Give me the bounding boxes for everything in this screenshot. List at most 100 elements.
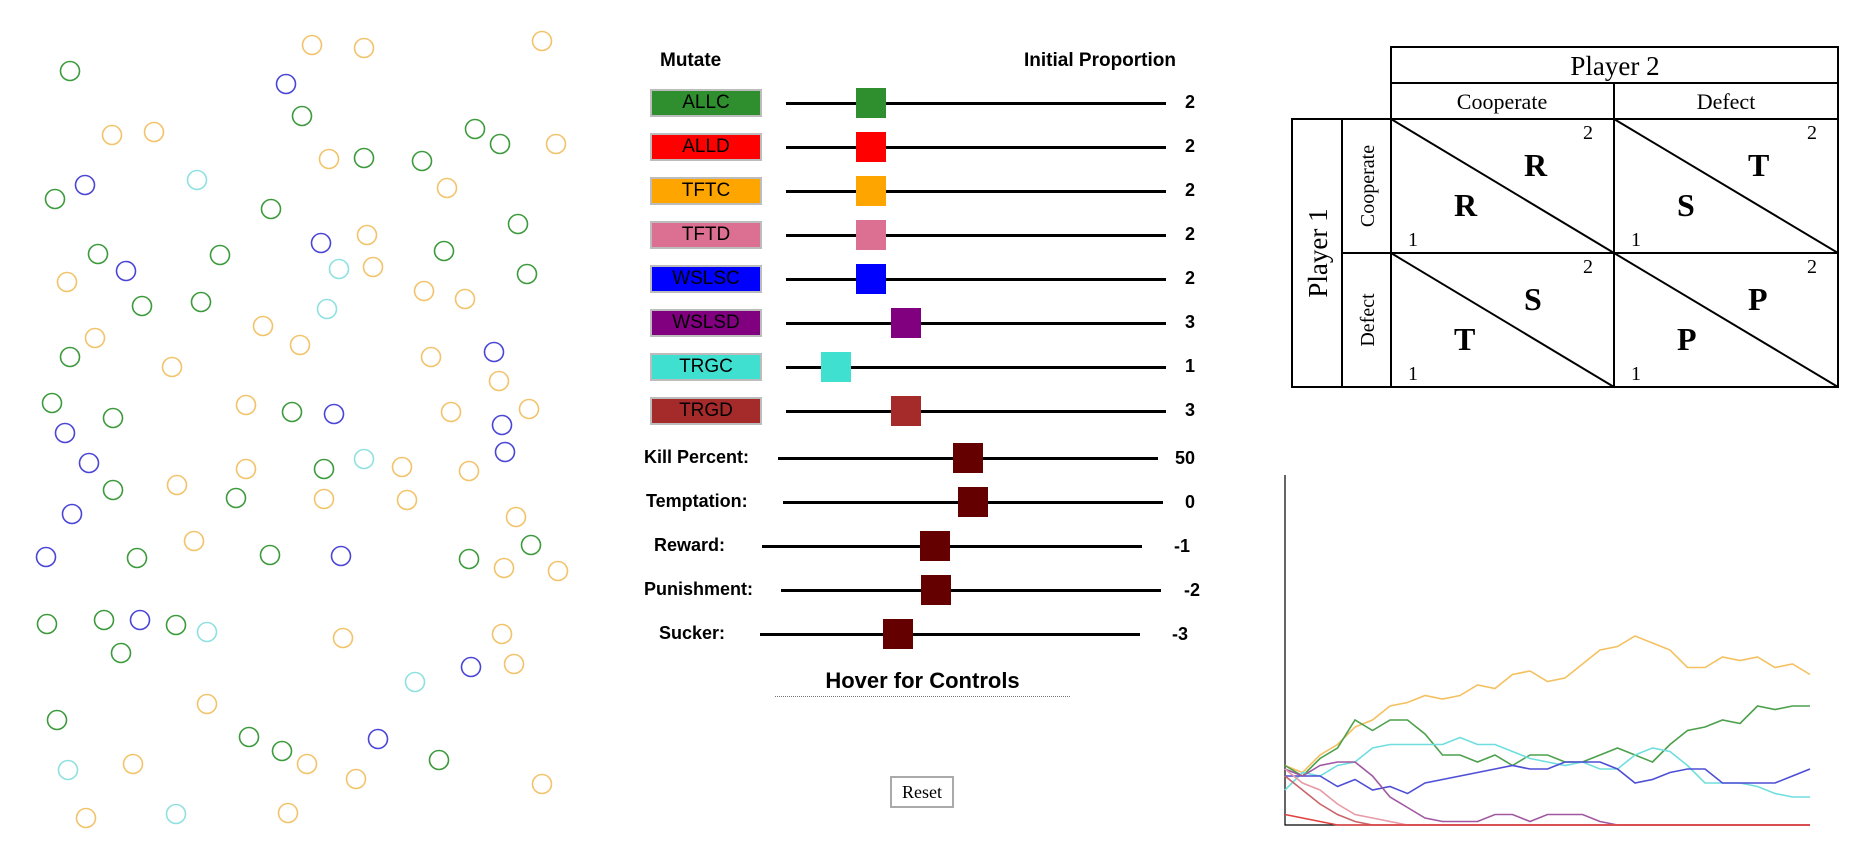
proportion-value-wslsc: 2 (1185, 268, 1196, 288)
mutate-button-tftc[interactable]: TFTC (650, 177, 762, 205)
mutate-button-allc[interactable]: ALLC (650, 89, 762, 117)
agent-circle (483, 341, 505, 363)
agent-circle (531, 773, 553, 795)
param-label-reward: Reward: (654, 535, 726, 555)
param-slider-track-punishment[interactable] (781, 589, 1161, 592)
player2-label: Player 2 (1570, 51, 1659, 81)
param-slider-track-sucker[interactable] (760, 633, 1140, 636)
agent-circle (353, 37, 375, 59)
param-value-punishment: -2 (1184, 580, 1201, 600)
mutate-button-alld[interactable]: ALLD (650, 133, 762, 161)
agent-circle (277, 802, 299, 824)
proportion-slider-track-allc[interactable] (786, 102, 1166, 105)
proportion-slider-track-alld[interactable] (786, 146, 1166, 149)
param-label-punishment: Punishment: (644, 579, 754, 599)
agent-circle (129, 609, 151, 631)
agent-circle (345, 768, 367, 790)
reset-button[interactable]: Reset (890, 776, 954, 808)
agent-circle (101, 124, 123, 146)
dc-p2-payoff: S (1524, 281, 1542, 317)
proportion-slider-track-wslsc[interactable] (786, 278, 1166, 281)
agent-circle (330, 545, 352, 567)
param-slider-thumb-temptation[interactable] (958, 487, 988, 517)
param-label-kill: Kill Percent: (644, 447, 750, 467)
chart-axes (1284, 475, 1810, 826)
cc-p2-payoff: R (1524, 147, 1548, 183)
series-line-alld (1284, 813, 1810, 826)
agent-circle (87, 243, 109, 265)
param-slider-thumb-kill[interactable] (953, 443, 983, 473)
param-slider-thumb-sucker[interactable] (882, 619, 913, 649)
diag-cd (1613, 118, 1839, 254)
agent-circle (56, 271, 78, 293)
agent-circle (238, 726, 260, 748)
proportion-slider-track-tftc[interactable] (786, 190, 1166, 193)
agent-circle (296, 753, 318, 775)
agent-circle (209, 244, 231, 266)
agent-circle (505, 506, 527, 528)
diag-dd (1613, 252, 1839, 388)
proportion-slider-track-tftd[interactable] (786, 234, 1166, 237)
proportion-slider-thumb-tftc[interactable] (856, 176, 886, 206)
agent-circle (46, 709, 68, 731)
param-value-temptation: 0 (1185, 492, 1196, 512)
proportion-slider-thumb-alld[interactable] (856, 132, 886, 162)
agent-circle (131, 295, 153, 317)
param-label-sucker: Sucker: (659, 623, 726, 643)
proportion-slider-thumb-wslsd[interactable] (891, 308, 921, 338)
agent-circle (428, 749, 450, 771)
proportion-slider-thumb-trgc[interactable] (821, 352, 851, 382)
cd-corner-2: 2 (1807, 122, 1817, 144)
dd-p2-payoff: P (1748, 281, 1768, 317)
agent-circle (520, 534, 542, 556)
agent-circle (59, 346, 81, 368)
proportion-slider-thumb-wslsc[interactable] (856, 264, 886, 294)
mutate-button-tftd[interactable]: TFTD (650, 221, 762, 249)
param-value-sucker: -3 (1172, 624, 1189, 644)
agent-circle (464, 118, 486, 140)
agent-circle (420, 346, 442, 368)
agent-circle (115, 260, 137, 282)
agent-circle (126, 547, 148, 569)
proportion-value-alld: 2 (1185, 136, 1196, 156)
agent-circle (102, 479, 124, 501)
mutate-button-trgd[interactable]: TRGD (650, 397, 762, 425)
mutate-header: Mutate (660, 50, 722, 71)
agent-circle (291, 105, 313, 127)
population-history-chart (1284, 475, 1811, 826)
proportion-slider-track-trgd[interactable] (786, 410, 1166, 413)
agent-circle (411, 150, 433, 172)
cc-corner-1: 1 (1408, 229, 1418, 251)
agent-circle (196, 693, 218, 715)
proportion-slider-track-wslsd[interactable] (786, 322, 1166, 325)
param-slider-track-reward[interactable] (762, 545, 1142, 548)
agent-circle (271, 740, 293, 762)
agent-circle (281, 401, 303, 423)
col-label-defect: Defect (1697, 89, 1756, 114)
agent-circle (54, 422, 76, 444)
proportion-slider-track-trgc[interactable] (786, 366, 1166, 369)
mutate-button-wslsd[interactable]: WSLSD (650, 309, 762, 337)
series-line-tftc (1284, 635, 1811, 774)
mutate-button-wslsc[interactable]: WSLSC (650, 265, 762, 293)
hover-for-controls-label[interactable]: Hover for Controls (775, 668, 1070, 697)
agent-circle (102, 407, 124, 429)
cd-p1-payoff: S (1677, 187, 1695, 223)
param-slider-thumb-reward[interactable] (919, 531, 950, 561)
agent-circle (545, 133, 567, 155)
agent-circle (433, 240, 455, 262)
agent-circle (225, 487, 247, 509)
agent-circle (186, 169, 208, 191)
proportion-slider-thumb-allc[interactable] (856, 88, 886, 118)
agent-circle (78, 452, 100, 474)
param-slider-thumb-punishment[interactable] (921, 575, 951, 605)
agent-circle (252, 315, 274, 337)
mutate-button-trgc[interactable]: TRGC (650, 353, 762, 381)
proportion-slider-thumb-trgd[interactable] (891, 396, 921, 426)
proportion-slider-thumb-tftd[interactable] (856, 220, 886, 250)
series-line-wslsc (1285, 761, 1811, 795)
agent-circle (332, 627, 354, 649)
agent-circle (313, 458, 335, 480)
agent-circle (143, 121, 165, 143)
agent-circle (310, 232, 332, 254)
